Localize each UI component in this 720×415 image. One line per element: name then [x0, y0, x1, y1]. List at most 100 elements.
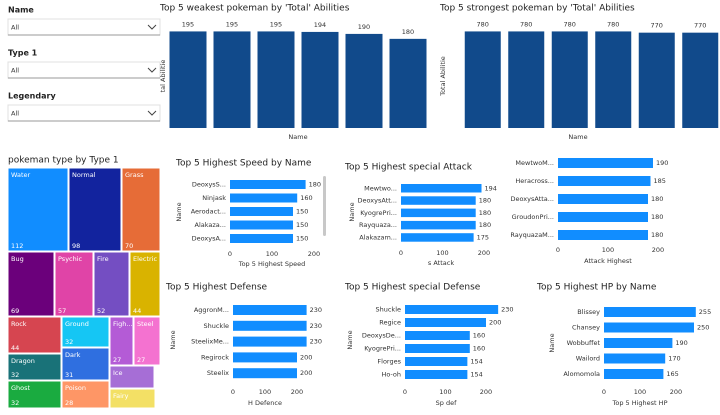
chart-title: Top 5 Highest special Attack [344, 163, 473, 173]
bar [604, 353, 666, 364]
data-label: 230 [310, 322, 322, 330]
y-tick-label: Wailord [576, 355, 600, 363]
filter-label: Name [8, 6, 34, 15]
y-tick-label: Heracross... [515, 177, 554, 185]
data-label: 200 [300, 369, 312, 377]
x-tick-label: 0 [231, 388, 235, 396]
x-axis-label: Top 5 Highest Speed [238, 260, 306, 268]
tile-value: 32 [11, 399, 19, 407]
bar [230, 220, 293, 230]
y-tick-label: Blissey [577, 308, 600, 316]
data-label: 150 [296, 208, 308, 216]
y-tick-label: Florges [377, 358, 401, 366]
filter-label: Legendary [8, 92, 56, 101]
x-tick-label: 100 [436, 249, 448, 257]
x-tick-label: 0 [556, 246, 560, 254]
data-label: 185 [654, 177, 666, 185]
data-label: 200 [489, 319, 501, 327]
x-tick-label: 200 [480, 388, 492, 396]
x-tick-label: 100 [259, 388, 271, 396]
bar [558, 230, 648, 240]
y-tick-label: Alakaza... [195, 221, 226, 229]
bar [604, 369, 664, 379]
scrollbar[interactable] [323, 176, 326, 236]
data-label: 190 [358, 23, 370, 31]
x-tick-label: 100 [602, 246, 614, 254]
bar [604, 307, 696, 317]
dropdown[interactable] [7, 61, 161, 79]
filter-label: Type 1 [8, 49, 38, 58]
dropdown[interactable] [7, 18, 161, 36]
x-tick-label: 100 [439, 388, 451, 396]
y-tick-label: Shuckle [375, 306, 401, 314]
x-tick-label: 100 [634, 388, 646, 396]
tile-label: Normal [72, 171, 96, 179]
tile-label: Fire [97, 255, 109, 263]
bar [401, 196, 476, 205]
tile-label: Dragon [11, 357, 35, 365]
x-axis-label: s Attack [428, 259, 454, 267]
data-label: 180 [479, 197, 491, 205]
data-label: 170 [668, 355, 680, 363]
tile-label: Psychic [58, 255, 83, 263]
data-label: 165 [666, 370, 678, 378]
bar [233, 305, 307, 315]
x-axis-label: Name [568, 133, 587, 141]
chevron [147, 110, 157, 116]
x-tick-label: 200 [308, 250, 320, 258]
y-axis-label: Name [175, 202, 183, 221]
tile-label: Steel [137, 320, 154, 328]
y-axis-label: Total Abilitie [439, 56, 447, 97]
x-tick-label: 100 [266, 250, 278, 258]
treemap-tile [109, 365, 155, 389]
data-label: 195 [270, 20, 282, 28]
tile-label: Ground [65, 320, 89, 328]
tile-label: Ice [113, 369, 123, 377]
bar [233, 336, 307, 347]
data-label: 194 [314, 21, 326, 29]
bar [169, 31, 207, 128]
data-label: 780 [520, 20, 532, 28]
treemap-tile [133, 316, 161, 366]
data-label: 180 [651, 213, 663, 221]
y-tick-label: Rayquaza... [359, 221, 397, 229]
y-tick-label: DeoxysAtta... [511, 195, 554, 203]
bar [230, 207, 293, 216]
tile-label: Poison [65, 384, 86, 392]
tile-label: Grass [125, 171, 144, 179]
data-label: 180 [479, 209, 491, 217]
data-label: 160 [300, 194, 312, 202]
treemap-tile [129, 251, 161, 317]
data-label: 194 [485, 184, 497, 192]
bar [682, 32, 719, 128]
tile-label: Water [11, 171, 31, 179]
tile-value: 44 [11, 344, 19, 352]
bar [638, 32, 675, 128]
y-axis-label: Name [346, 330, 354, 349]
bar [558, 158, 653, 168]
data-label: 154 [470, 358, 482, 366]
bar [233, 352, 297, 363]
chart-title: Top 5 strongest pokeman by 'Total' Abili… [439, 4, 635, 14]
data-label: 770 [651, 22, 663, 30]
data-label: 150 [296, 235, 308, 243]
bar [558, 212, 648, 222]
data-label: 255 [699, 308, 711, 316]
y-tick-label: SteelixMe... [191, 338, 229, 346]
data-label: 780 [564, 20, 576, 28]
y-tick-label: Chansey [572, 324, 600, 332]
x-tick-label: 0 [602, 388, 606, 396]
treemap-tile [68, 167, 122, 252]
y-tick-label: Regirock [201, 353, 229, 361]
x-axis-label: Top 5 Highest HP [612, 399, 668, 407]
bar [389, 38, 427, 128]
dropdown[interactable] [7, 104, 161, 122]
y-tick-label: DeoxysS... [192, 181, 226, 189]
bar [558, 176, 651, 186]
y-tick-label: KyogrePri... [360, 209, 397, 217]
y-tick-label: MewtwoM... [515, 159, 554, 167]
y-tick-label: Ninjask [202, 194, 226, 202]
bar [301, 31, 339, 128]
treemap-tile [61, 347, 110, 381]
x-axis-label: Attack Highest [584, 257, 632, 265]
